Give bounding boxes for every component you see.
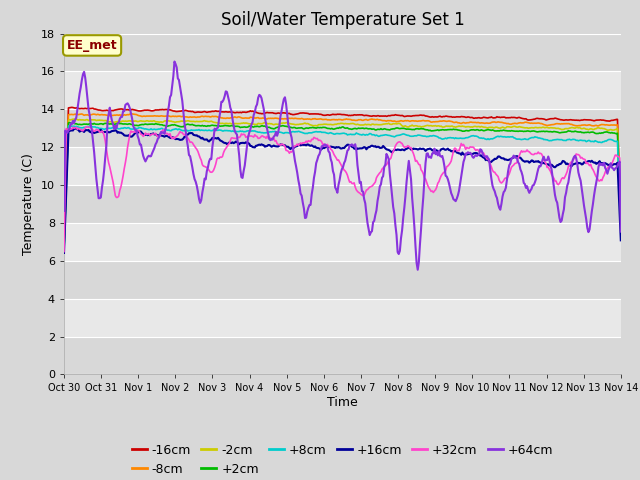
-2cm [60,245,68,251]
Line: +32cm: +32cm [64,127,621,252]
-16cm [617,212,625,217]
Bar [64,72,621,109]
+32cm [362,187,370,193]
-16cm [326,112,333,118]
+8cm [518,137,525,143]
-2cm [393,121,401,127]
-8cm [326,117,333,123]
Bar [64,261,621,299]
Line: +16cm: +16cm [64,129,621,253]
+64cm [606,164,614,170]
+32cm [393,141,401,147]
+64cm [414,267,422,273]
Line: +2cm: +2cm [64,122,621,249]
-2cm [518,124,525,130]
+8cm [605,137,612,143]
-8cm [393,119,401,125]
+16cm [617,238,625,243]
+8cm [326,130,333,136]
+16cm [362,146,370,152]
Line: +64cm: +64cm [64,61,621,270]
Legend: -16cm, -8cm, -2cm, +2cm, +8cm, +16cm, +32cm, +64cm: -16cm, -8cm, -2cm, +2cm, +8cm, +16cm, +3… [127,439,558,480]
+8cm [393,133,401,139]
-2cm [617,217,625,223]
Bar [64,336,621,374]
-2cm [329,122,337,128]
Title: Soil/Water Temperature Set 1: Soil/Water Temperature Set 1 [221,11,464,29]
+2cm [66,120,74,125]
+2cm [329,126,337,132]
Line: -8cm: -8cm [64,114,621,245]
+64cm [329,168,337,174]
+16cm [518,156,525,162]
-8cm [518,120,525,126]
+2cm [617,221,625,227]
+16cm [605,162,612,168]
-8cm [60,242,68,248]
+64cm [326,150,333,156]
Bar [64,299,621,336]
-16cm [362,112,370,118]
+8cm [60,247,68,253]
-16cm [393,112,401,118]
+16cm [329,144,337,150]
-2cm [362,122,370,128]
+32cm [326,144,333,149]
Line: +8cm: +8cm [64,126,621,250]
-16cm [68,105,76,110]
X-axis label: Time: Time [327,396,358,409]
+64cm [519,173,527,179]
+32cm [329,149,337,155]
Bar [64,147,621,185]
-8cm [617,216,625,221]
Bar [64,185,621,223]
+2cm [605,130,612,135]
Bar [64,223,621,261]
+64cm [60,208,68,214]
Y-axis label: Temperature (C): Temperature (C) [22,153,35,255]
-8cm [605,122,612,128]
+64cm [171,59,179,64]
-16cm [518,115,525,121]
-2cm [605,127,612,133]
+32cm [60,249,68,254]
+2cm [518,128,525,134]
+8cm [329,131,337,136]
+16cm [393,147,401,153]
+64cm [393,232,401,238]
+8cm [66,123,74,129]
-8cm [128,111,136,117]
+32cm [518,148,525,154]
+32cm [617,209,625,215]
-2cm [71,116,79,122]
+8cm [362,132,370,137]
-8cm [329,117,337,122]
-8cm [362,117,370,122]
+2cm [326,126,333,132]
-16cm [605,118,612,124]
Text: EE_met: EE_met [67,39,117,52]
+64cm [617,229,625,235]
-2cm [326,121,333,127]
Bar [64,109,621,147]
+16cm [71,126,79,132]
-16cm [60,239,68,244]
Line: -2cm: -2cm [64,119,621,248]
-16cm [329,111,337,117]
+32cm [84,124,92,130]
+2cm [393,125,401,131]
+2cm [362,125,370,131]
+2cm [60,246,68,252]
+16cm [60,250,68,256]
Line: -16cm: -16cm [64,108,621,241]
+8cm [617,226,625,231]
+64cm [362,211,370,216]
+32cm [605,164,612,169]
+16cm [326,144,333,150]
Bar [64,34,621,72]
